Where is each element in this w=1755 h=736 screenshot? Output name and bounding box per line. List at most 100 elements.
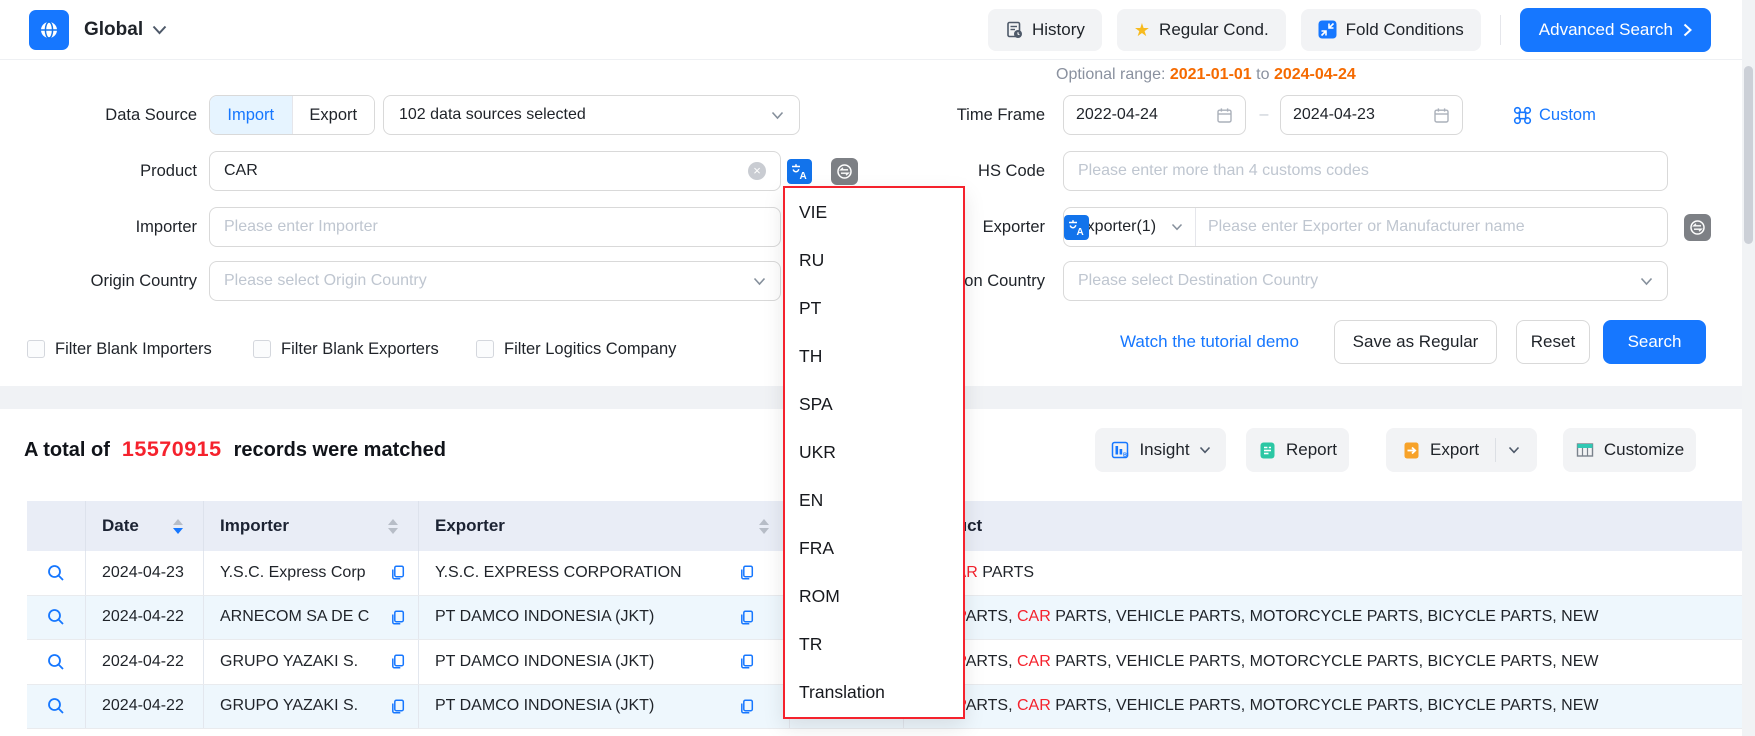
- product-fuzzy-match-button[interactable]: [831, 158, 858, 185]
- time-frame-label: Time Frame: [956, 106, 1045, 124]
- importer-cell: GRUPO YAZAKI S.: [204, 684, 419, 728]
- exporter-name[interactable]: PT DAMCO INDONESIA (JKT): [435, 608, 655, 626]
- row-search-icon[interactable]: [46, 607, 66, 627]
- importer-label: Importer: [135, 218, 197, 236]
- row-search-icon[interactable]: [46, 563, 66, 583]
- optional-range-start: 2021-01-01: [1169, 66, 1252, 83]
- lang-option-ru[interactable]: RU: [799, 249, 825, 270]
- sort-icon[interactable]: [759, 518, 769, 534]
- exporter-name[interactable]: PT DAMCO INDONESIA (JKT): [435, 652, 655, 670]
- lang-option-pt[interactable]: PT: [799, 297, 822, 318]
- importer-column-header[interactable]: Importer: [204, 501, 419, 551]
- clear-icon[interactable]: ×: [748, 162, 766, 180]
- export-split-divider: [1495, 438, 1497, 462]
- copy-icon[interactable]: [738, 653, 755, 670]
- lang-option-en[interactable]: EN: [799, 490, 824, 511]
- star-icon: ★: [1133, 19, 1151, 40]
- product-input[interactable]: [224, 162, 748, 180]
- exporter-header-label: Exporter: [435, 516, 505, 535]
- translation-language-menu: VIE RU PT TH SPA UKR EN FRA ROM TR Trans…: [783, 186, 965, 719]
- copy-icon[interactable]: [738, 698, 755, 715]
- exporter-fuzzy-match-button[interactable]: [1684, 214, 1711, 241]
- optional-range-end: 2024-04-24: [1273, 66, 1356, 83]
- date-column-header[interactable]: Date: [86, 501, 204, 551]
- row-search-icon[interactable]: [46, 652, 66, 672]
- lang-option-th[interactable]: TH: [799, 345, 823, 366]
- command-icon: [1513, 106, 1532, 124]
- filter-logitics-company-label: Filter Logitics Company: [504, 339, 677, 358]
- tutorial-demo-link[interactable]: Watch the tutorial demo: [1120, 332, 1299, 351]
- scrollbar-thumb[interactable]: [1744, 66, 1753, 244]
- fold-conditions-button[interactable]: Fold Conditions: [1300, 8, 1481, 51]
- advanced-search-button[interactable]: Advanced Search: [1519, 7, 1711, 52]
- importer-name[interactable]: GRUPO YAZAKI S.: [220, 652, 359, 670]
- exporter-cell: Y.S.C. EXPRESS CORPORATION: [419, 551, 790, 595]
- customize-label: Customize: [1603, 440, 1685, 459]
- importer-input[interactable]: [224, 218, 766, 236]
- insight-label: Insight: [1139, 440, 1190, 459]
- lang-option-fra[interactable]: FRA: [799, 538, 834, 559]
- date-end-input[interactable]: 2024-04-23: [1280, 95, 1463, 135]
- optional-range-label: Optional range:: [1056, 66, 1166, 83]
- scrollbar-track[interactable]: [1742, 0, 1755, 736]
- product-translate-button[interactable]: A: [787, 159, 812, 184]
- date-start-input[interactable]: 2022-04-24: [1063, 95, 1246, 135]
- lang-option-spa[interactable]: SPA: [799, 393, 833, 414]
- tab-export[interactable]: Export: [291, 96, 374, 134]
- product-cell: CAR PARTS, CAR PARTS, VEHICLE PARTS, MOT…: [904, 685, 1755, 729]
- hs-code-input[interactable]: [1078, 162, 1653, 180]
- search-button[interactable]: Search: [1603, 320, 1706, 364]
- sort-icon[interactable]: [388, 518, 398, 534]
- regular-cond-button[interactable]: ★ Regular Cond.: [1116, 8, 1286, 51]
- product-column-header[interactable]: Product: [904, 501, 1755, 551]
- filter-logitics-company-checkbox[interactable]: Filter Logitics Company: [476, 336, 676, 362]
- custom-timeframe-button[interactable]: Custom: [1513, 95, 1596, 135]
- exporter-translate-button[interactable]: A: [1064, 214, 1089, 240]
- save-as-regular-button[interactable]: Save as Regular: [1334, 320, 1497, 364]
- copy-icon[interactable]: [738, 609, 755, 626]
- importer-name[interactable]: ARNECOM SA DE C: [220, 608, 370, 626]
- exporter-name[interactable]: Y.S.C. EXPRESS CORPORATION: [435, 563, 682, 581]
- date-cell: 2024-04-22: [86, 640, 204, 684]
- chevron-down-icon: [753, 277, 766, 285]
- product-text: CAR PARTS, CAR PARTS, VEHICLE PARTS, MOT…: [918, 697, 1599, 715]
- date-cell: 2024-04-22: [86, 684, 204, 728]
- importer-name[interactable]: GRUPO YAZAKI S.: [220, 697, 359, 715]
- copy-icon[interactable]: [389, 564, 406, 581]
- exporter-column-header[interactable]: Exporter: [419, 501, 790, 551]
- copy-icon[interactable]: [738, 564, 755, 581]
- date-cell: 2024-04-22: [86, 595, 204, 639]
- lang-option-tr[interactable]: TR: [799, 634, 823, 655]
- insight-button[interactable]: BI Insight: [1095, 428, 1226, 472]
- copy-icon[interactable]: [389, 698, 406, 715]
- report-button[interactable]: Report: [1246, 428, 1349, 472]
- exporter-input[interactable]: [1196, 218, 1667, 236]
- lang-option-vie[interactable]: VIE: [799, 201, 828, 222]
- data-source-segmented: Import Export: [209, 95, 375, 135]
- region-selector-label[interactable]: Global: [84, 18, 144, 40]
- customize-table-icon: [1576, 443, 1594, 457]
- export-label[interactable]: Export: [1430, 440, 1480, 459]
- sort-icon[interactable]: [173, 518, 183, 534]
- chevron-down-icon[interactable]: [152, 25, 167, 35]
- exporter-name[interactable]: PT DAMCO INDONESIA (JKT): [435, 697, 655, 715]
- exporter-scope-select[interactable]: Exporter(1): [1064, 208, 1196, 246]
- customize-button[interactable]: Customize: [1563, 428, 1696, 472]
- importer-name[interactable]: Y.S.C. Express Corp: [220, 563, 366, 581]
- lang-option-translation[interactable]: Translation: [799, 682, 885, 703]
- lang-option-ukr[interactable]: UKR: [799, 442, 836, 463]
- origin-country-select[interactable]: Please select Origin Country: [209, 261, 781, 301]
- lang-option-rom[interactable]: ROM: [799, 586, 840, 607]
- destination-country-select[interactable]: Please select Destination Country: [1063, 261, 1668, 301]
- copy-icon[interactable]: [389, 609, 406, 626]
- data-sources-select[interactable]: 102 data sources selected: [383, 95, 800, 135]
- row-search-icon[interactable]: [46, 696, 66, 716]
- chevron-down-icon[interactable]: [1508, 446, 1520, 454]
- filter-blank-importers-checkbox[interactable]: Filter Blank Importers: [27, 336, 212, 362]
- history-button[interactable]: History: [988, 8, 1102, 51]
- copy-icon[interactable]: [389, 653, 406, 670]
- reset-button[interactable]: Reset: [1516, 320, 1590, 364]
- app-logo[interactable]: [29, 9, 69, 50]
- filter-blank-exporters-checkbox[interactable]: Filter Blank Exporters: [253, 336, 439, 362]
- tab-import[interactable]: Import: [210, 96, 292, 134]
